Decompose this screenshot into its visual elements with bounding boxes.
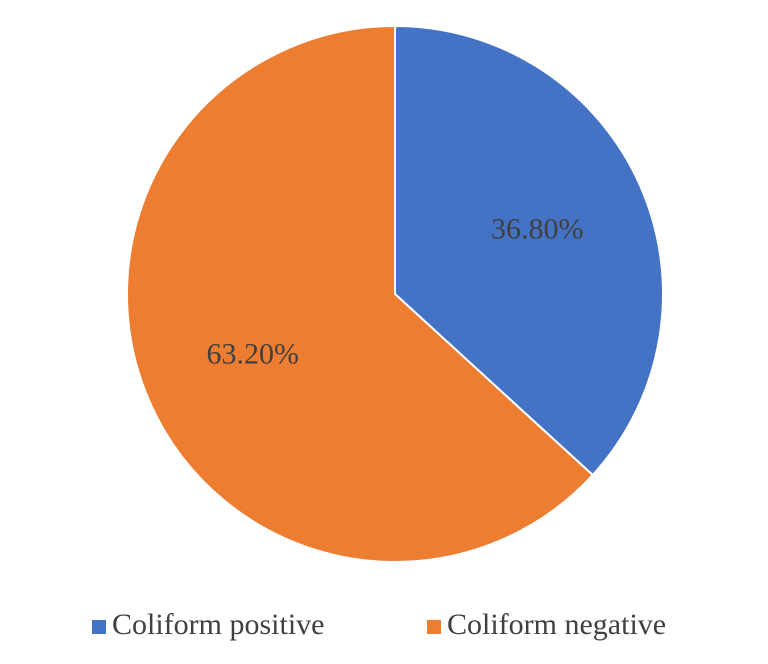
data-label-coliform-negative: 63.20% — [206, 338, 299, 371]
legend-swatch-coliform-negative — [427, 620, 441, 634]
legend-label-coliform-positive: Coliform positive — [112, 608, 325, 641]
legend: Coliform positive Coliform negative — [92, 608, 666, 641]
pie-slices — [126, 24, 664, 563]
data-label-coliform-positive: 36.80% — [491, 212, 584, 245]
pie-data-labels: 36.80% 63.20% — [206, 212, 583, 370]
legend-label-coliform-negative: Coliform negative — [447, 608, 666, 641]
legend-item-coliform-positive: Coliform positive — [92, 608, 325, 641]
legend-swatch-coliform-positive — [92, 620, 106, 634]
legend-item-coliform-negative: Coliform negative — [427, 608, 666, 641]
pie-slice-coliform-negative — [126, 24, 595, 563]
pie-slice-coliform-positive — [394, 24, 664, 477]
